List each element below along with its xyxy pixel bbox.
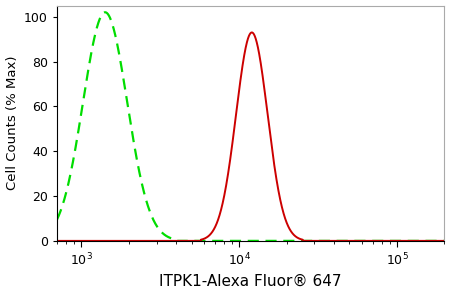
X-axis label: ITPK1-Alexa Fluor® 647: ITPK1-Alexa Fluor® 647 bbox=[159, 273, 342, 288]
Y-axis label: Cell Counts (% Max): Cell Counts (% Max) bbox=[5, 56, 18, 191]
